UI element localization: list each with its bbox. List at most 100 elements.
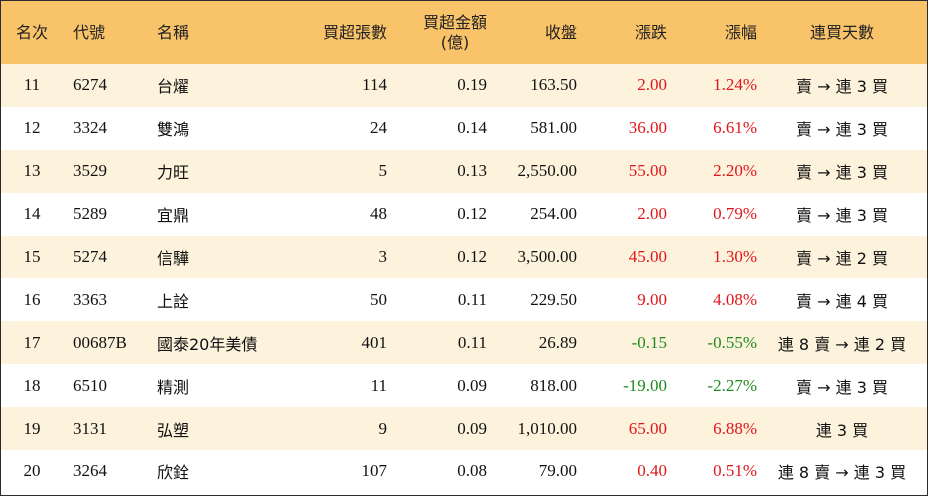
cell-stock-name: 雙鴻 [157, 120, 190, 140]
cell-change: -19.00 [623, 375, 667, 395]
cell-change-pct: -0.55% [707, 332, 757, 352]
cell-close: 26.89 [538, 332, 577, 352]
table-row[interactable]: 17 00687B 國泰20年美債 401 0.11 26.89 -0.15 -0.55% 連 … [1, 321, 927, 365]
table-row[interactable]: 12 3324 雙鴻 24 0.14 581.00 36.00 6.61% 賣 → 連 3 買 [1, 106, 927, 150]
cell-stock-name: 弘塑 [157, 420, 190, 440]
cell-code: 00687B [73, 332, 127, 352]
cell-stock-name: 精測 [157, 377, 190, 397]
cell-code: 3131 [73, 418, 107, 438]
cell-net-buy-amount: 0.09 [457, 418, 487, 438]
col-change-pct-header[interactable]: 漲幅 [724, 22, 757, 42]
cell-buy-streak: 賣 → 連 4 買 [796, 291, 888, 311]
cell-buy-streak: 連 8 賣 → 連 3 買 [777, 463, 907, 483]
cell-rank: 11 [23, 75, 41, 95]
cell-buy-streak: 賣 → 連 3 買 [796, 377, 888, 397]
cell-change: 0.40 [637, 461, 667, 481]
cell-close: 163.50 [530, 75, 577, 95]
cell-net-buy-lots: 107 [361, 461, 388, 481]
cell-buy-streak: 賣 → 連 2 買 [796, 249, 888, 268]
cell-net-buy-lots: 50 [370, 289, 387, 309]
cell-change: 36.00 [628, 118, 667, 138]
cell-change-pct: 6.61% [713, 118, 757, 138]
table-row[interactable]: 18 6510 精測 11 0.09 818.00 -19.00 -2.27% 賣 → 連 3 … [1, 364, 927, 408]
cell-stock-name: 上詮 [157, 291, 190, 311]
cell-buy-streak: 賣 → 連 3 買 [796, 163, 888, 183]
cell-close: 229.50 [530, 289, 577, 309]
cell-code: 3363 [73, 289, 107, 309]
col-code-header[interactable]: 代號 [73, 22, 106, 42]
cell-stock-name: 國泰20年美債 [157, 334, 258, 354]
cell-net-buy-amount: 0.14 [457, 118, 487, 138]
cell-close: 1,010.00 [517, 418, 578, 438]
cell-buy-streak: 賣 → 連 3 買 [796, 206, 888, 226]
table-row[interactable]: 14 5289 宜鼎 48 0.12 254.00 2.00 0.79% 賣 → 連 3 買 [1, 192, 927, 236]
cell-change-pct: 2.20% [713, 161, 757, 181]
cell-stock-name: 宜鼎 [157, 206, 190, 226]
cell-rank: 13 [23, 161, 41, 181]
table-row[interactable]: 11 6274 台燿 114 0.19 163.50 2.00 1.24% 賣 → 連 3 買 [1, 64, 927, 107]
cell-change-pct: 1.30% [713, 247, 757, 266]
cell-change-pct: 1.24% [713, 75, 757, 95]
cell-close: 2,550.00 [517, 161, 578, 181]
col-close-header[interactable]: 收盤 [544, 22, 577, 42]
cell-net-buy-lots: 401 [361, 332, 388, 352]
cell-net-buy-lots: 114 [362, 75, 387, 95]
cell-change: -0.15 [631, 332, 667, 352]
col-name-header[interactable]: 名稱 [157, 22, 190, 42]
cell-code: 3324 [73, 118, 107, 138]
cell-stock-name: 信驊 [157, 249, 190, 268]
cell-change: 45.00 [628, 247, 667, 266]
cell-code: 6274 [73, 75, 107, 95]
cell-net-buy-amount: 0.08 [457, 461, 487, 481]
col-net-buy-amount-header[interactable]: 買超金額 (億) [387, 1, 487, 64]
cell-net-buy-amount: 0.12 [457, 247, 487, 266]
cell-close: 581.00 [530, 118, 577, 138]
cell-net-buy-amount: 0.12 [457, 204, 487, 224]
cell-change-pct: 0.79% [713, 204, 757, 224]
cell-buy-streak: 賣 → 連 3 買 [796, 77, 888, 97]
net-buy-amount-header-text: 買超金額 (億) [423, 13, 487, 53]
cell-change-pct: 0.51% [713, 461, 757, 481]
cell-change: 65.00 [628, 418, 667, 438]
table-row[interactable]: 19 3131 弘塑 9 0.09 1,010.00 65.00 6.88% 連 3 買 [1, 407, 927, 451]
cell-rank: 14 [23, 204, 41, 224]
cell-rank: 20 [23, 461, 41, 481]
col-rank-header[interactable]: 名次 [15, 22, 48, 42]
cell-net-buy-lots: 5 [378, 161, 388, 181]
cell-net-buy-amount: 0.13 [457, 161, 487, 181]
net-buy-amount-header-line2: (億) [440, 32, 470, 52]
cell-rank: 16 [23, 289, 41, 309]
cell-close: 79.00 [538, 461, 577, 481]
cell-change-pct: -2.27% [707, 375, 757, 395]
col-streak-header[interactable]: 連買天數 [809, 22, 874, 42]
cell-net-buy-lots: 48 [370, 204, 387, 224]
table-row[interactable]: 16 3363 上詮 50 0.11 229.50 9.00 4.08% 賣 → 連 4 買 [1, 278, 927, 322]
cell-net-buy-lots: 11 [370, 375, 387, 395]
table-row[interactable]: 13 3529 力旺 5 0.13 2,550.00 55.00 2.20% 賣 → 連 3 買 [1, 149, 927, 193]
cell-change: 2.00 [637, 75, 667, 95]
cell-buy-streak: 連 3 買 [815, 420, 869, 440]
col-net-buy-lots-header[interactable]: 買超張數 [322, 22, 387, 42]
table-header-row: 名次 代號 名稱 買超張數 買超金額 (億) 收盤 漲跌 漲幅 連買天數 [1, 1, 927, 64]
cell-rank: 18 [23, 375, 41, 395]
cell-stock-name: 欣銓 [157, 463, 190, 483]
cell-close: 818.00 [530, 375, 577, 395]
cell-net-buy-amount: 0.11 [457, 332, 487, 352]
cell-code: 5274 [73, 247, 107, 266]
cell-close: 3,500.00 [517, 247, 578, 266]
cell-change-pct: 6.88% [713, 418, 757, 438]
cell-change-pct: 4.08% [713, 289, 757, 309]
cell-code: 5289 [73, 204, 107, 224]
table-row[interactable]: 15 5274 信驊 3 0.12 3,500.00 45.00 1.30% 賣 → 連 2 買 [1, 235, 927, 279]
net-buy-amount-header-line1: 買超金額 [422, 12, 487, 32]
cell-net-buy-lots: 24 [370, 118, 387, 138]
col-change-header[interactable]: 漲跌 [634, 22, 667, 42]
cell-stock-name: 力旺 [157, 163, 190, 183]
cell-net-buy-lots: 9 [378, 418, 388, 438]
table-row[interactable]: 20 3264 欣銓 107 0.08 79.00 0.40 0.51% 連 8 賣 → 連 3… [1, 450, 927, 493]
cell-rank: 12 [23, 118, 41, 138]
cell-net-buy-lots: 3 [378, 247, 388, 266]
cell-net-buy-amount: 0.09 [457, 375, 487, 395]
